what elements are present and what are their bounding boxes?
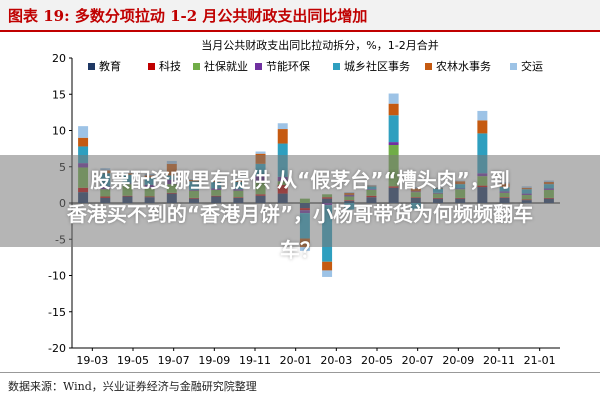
- source-note: 数据来源：Wind，兴业证券经济与金融研究院整理: [8, 380, 257, 393]
- bar-segment: [299, 247, 310, 251]
- legend-label: 教育: [99, 59, 121, 73]
- y-tick-label: -10: [48, 270, 66, 283]
- bar-segment: [388, 103, 399, 116]
- x-tick-label: 20-01: [280, 354, 312, 367]
- legend-swatch: [148, 63, 155, 70]
- x-tick-label: 20-09: [442, 354, 474, 367]
- x-tick-label: 19-03: [76, 354, 108, 367]
- bar-segment: [322, 270, 333, 277]
- bar-segment: [78, 146, 89, 164]
- x-tick-label: 19-05: [117, 354, 149, 367]
- bar-segment: [277, 129, 288, 144]
- overlay-text-line-1: 股票配资哪里有提供 从“假茅台”“槽头肉”，到: [90, 168, 510, 192]
- overlay-backdrop: [0, 155, 600, 247]
- y-tick-label: 20: [52, 52, 66, 65]
- x-tick-label: 20-07: [402, 354, 434, 367]
- x-tick-label: 19-11: [239, 354, 271, 367]
- bar-segment: [388, 93, 399, 104]
- legend-label: 科技: [159, 59, 181, 73]
- y-tick-label: -15: [48, 306, 66, 319]
- x-tick-label: 20-03: [320, 354, 352, 367]
- bar-segment: [78, 126, 89, 138]
- bar-segment: [78, 137, 89, 147]
- bar-segment: [277, 123, 288, 130]
- legend-label: 社保就业: [204, 59, 248, 73]
- y-tick-label: -20: [48, 342, 66, 355]
- x-tick-label: 21-01: [524, 354, 556, 367]
- bar-segment: [388, 115, 399, 143]
- bar-segment: [388, 142, 399, 145]
- legend-swatch: [193, 63, 200, 70]
- legend-swatch: [425, 63, 432, 70]
- legend-label: 交运: [521, 59, 543, 73]
- chart-title: 当月公共财政支出同比拉动拆分，%，1-2月合并: [201, 38, 438, 52]
- figure-header: 图表 19: 多数分项拉动 1-2 月公共财政支出同比增加: [0, 0, 600, 32]
- bar-segment: [322, 261, 333, 271]
- legend-label: 农林水事务: [436, 59, 491, 73]
- x-tick-label: 19-07: [158, 354, 190, 367]
- legend-label: 城乡社区事务: [344, 59, 410, 73]
- legend-swatch: [333, 63, 340, 70]
- legend-label: 节能环保: [266, 59, 310, 73]
- figure-title: 图表 19: 多数分项拉动 1-2 月公共财政支出同比增加: [8, 7, 368, 25]
- legend-swatch: [255, 63, 262, 70]
- bar-segment: [477, 110, 488, 121]
- footer-divider: [0, 372, 600, 373]
- y-tick-label: 10: [52, 125, 66, 138]
- bar-segment: [477, 133, 488, 174]
- overlay-text-line-3: 车？: [280, 238, 320, 262]
- x-tick-label: 19-09: [198, 354, 230, 367]
- legend-swatch: [510, 63, 517, 70]
- legend-swatch: [88, 63, 95, 70]
- x-tick-label: 20-05: [361, 354, 393, 367]
- y-tick-label: 15: [52, 88, 66, 101]
- overlay-text-line-2: 香港买不到的“香港月饼”，小杨哥带货为何频频翻车: [66, 202, 534, 226]
- x-tick-label: 20-11: [483, 354, 515, 367]
- bar-segment: [477, 120, 488, 134]
- bar-segment: [255, 151, 266, 154]
